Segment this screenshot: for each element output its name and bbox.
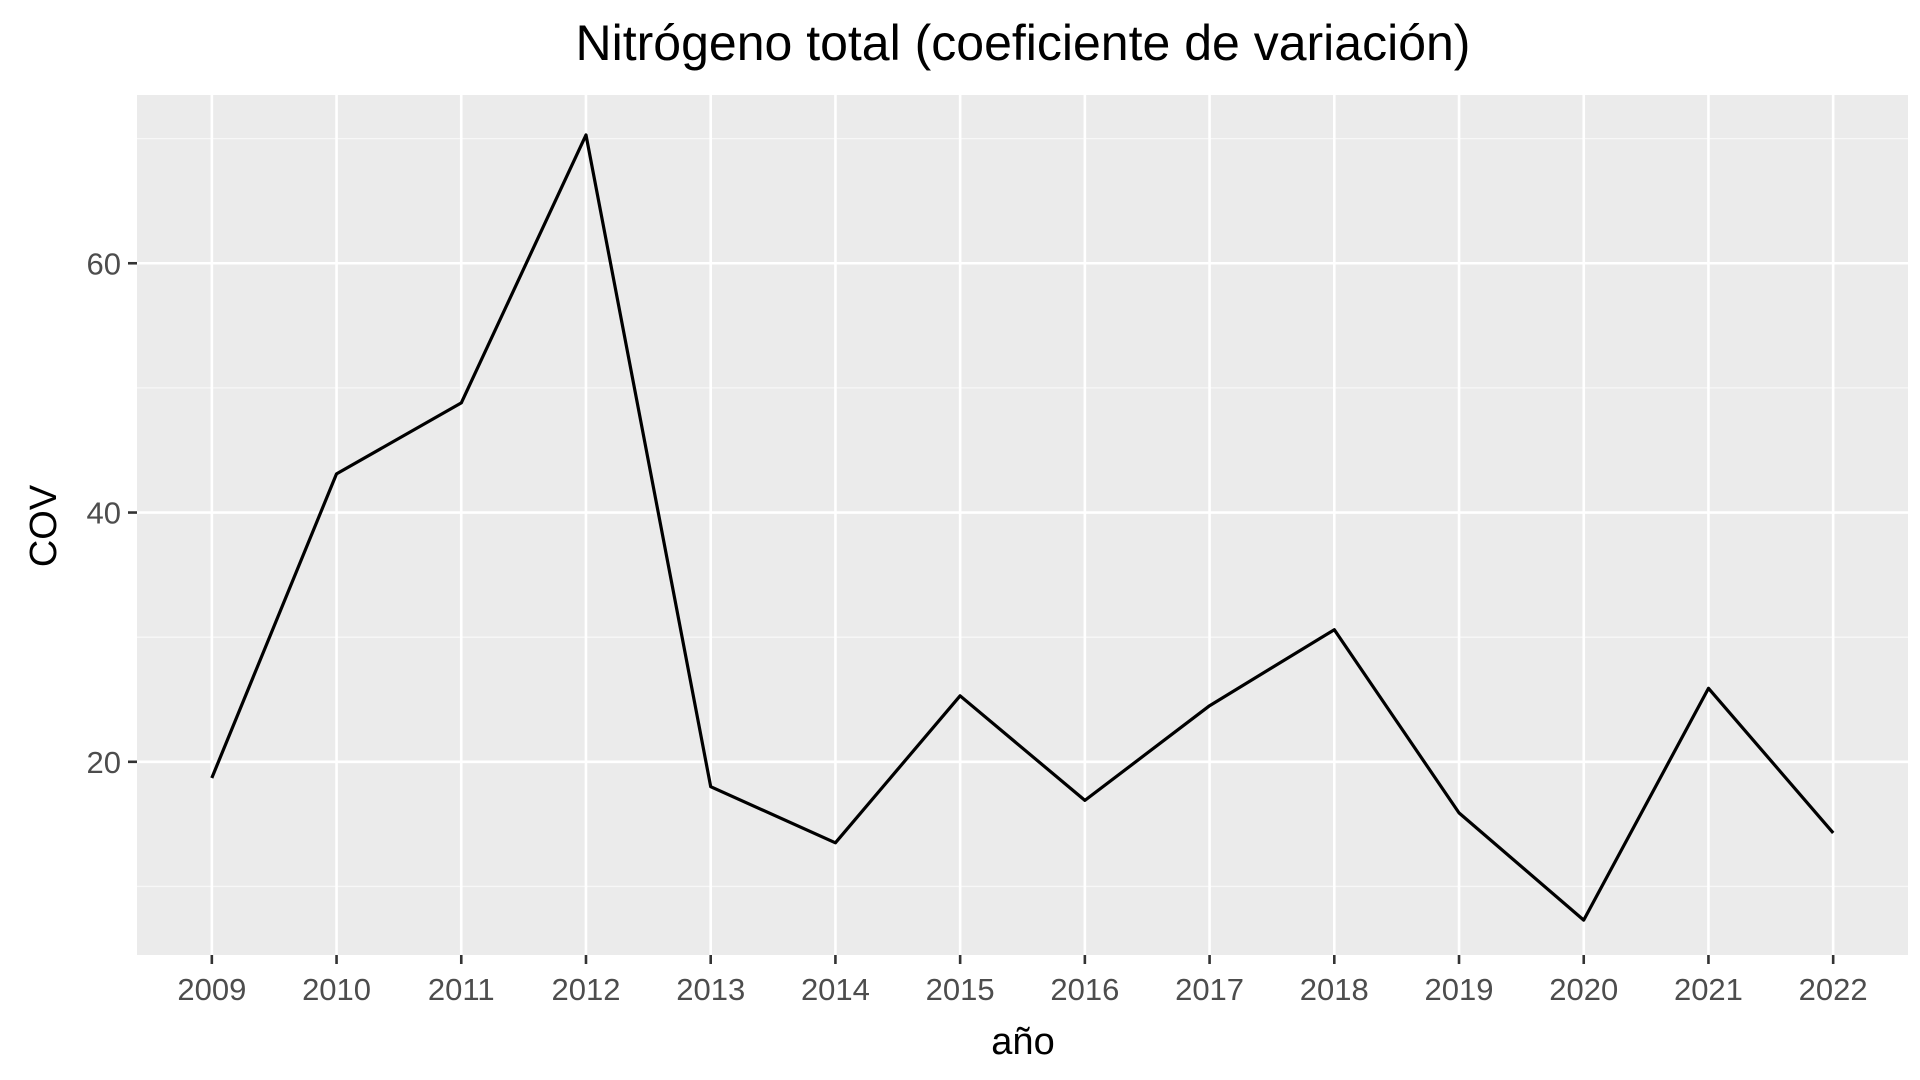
x-tick-label: 2021 (1674, 972, 1743, 1007)
axes: 20 40 60 2009 2010 2011 2012 2013 2014 2015 2016 20… (87, 246, 1868, 1007)
y-tick-label: 60 (87, 246, 121, 281)
series-layer (210, 133, 1835, 922)
x-tick-label: 2020 (1549, 972, 1618, 1007)
x-tick-label: 2014 (801, 972, 870, 1007)
x-tick-label: 2022 (1799, 972, 1868, 1007)
x-tick-label: 2019 (1425, 972, 1494, 1007)
y-tick-label: 20 (87, 745, 121, 780)
x-tick-label: 2017 (1175, 972, 1244, 1007)
plot-background (137, 95, 1908, 955)
series-line (210, 133, 1835, 922)
x-tick-label: 2011 (428, 972, 495, 1007)
x-tick-label: 2015 (926, 972, 995, 1007)
chart-title: Nitrógeno total (coeficiente de variació… (576, 15, 1471, 71)
x-axis-title: año (991, 1021, 1054, 1063)
x-tick-label: 2009 (177, 972, 246, 1007)
grid (137, 95, 1908, 955)
x-tick-label: 2012 (552, 972, 621, 1007)
x-tick-label: 2013 (676, 972, 745, 1007)
x-tick-label: 2010 (302, 972, 371, 1007)
y-axis-title: COV (23, 484, 65, 567)
x-tick-label: 2018 (1300, 972, 1369, 1007)
x-tick-label: 2016 (1050, 972, 1119, 1007)
plot-panel (137, 95, 1908, 955)
y-tick-label: 40 (87, 496, 121, 531)
